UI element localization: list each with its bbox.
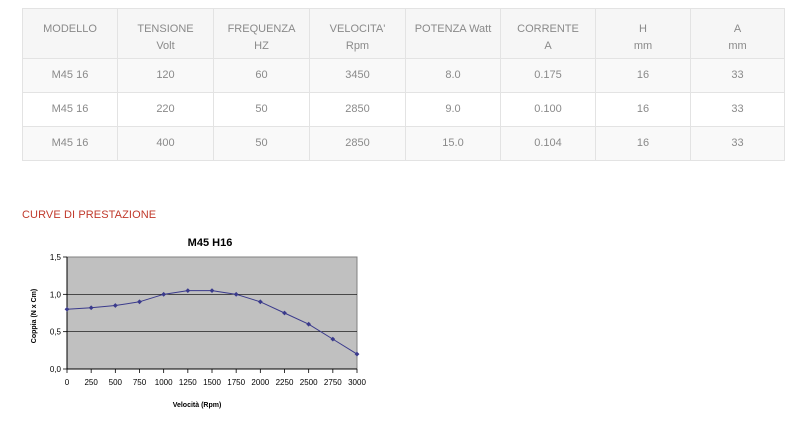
header-cell: MODELLO: [22, 8, 118, 59]
table-row: M45 16 120 60 3450 8.0 0.175 16 33: [22, 58, 785, 93]
x-tick-label: 3000: [348, 378, 366, 387]
header-cell: TENSIONE Volt: [117, 8, 214, 59]
y-tick-label: 1,0: [50, 290, 62, 299]
table-cell: 16: [595, 126, 691, 161]
data-point: [257, 299, 263, 305]
header-cell: VELOCITA' Rpm: [309, 8, 406, 59]
x-tick-label: 1000: [155, 378, 173, 387]
table-cell: 2850: [309, 92, 406, 127]
table-header-row: MODELLO TENSIONE Volt FREQUENZA HZ VELOCIT…: [22, 8, 785, 59]
plot-area: [66, 256, 358, 370]
x-tick-label: 2000: [251, 378, 269, 387]
table-cell: M45 16: [22, 126, 118, 161]
table-cell: 2850: [309, 126, 406, 161]
y-tick-label: 0,5: [50, 328, 62, 337]
table-cell: 120: [117, 58, 214, 93]
y-axis-label: Coppia (N x Cm): [31, 289, 38, 343]
x-tick-label: 1500: [203, 378, 221, 387]
spec-table: MODELLO TENSIONE Volt FREQUENZA HZ VELOCIT…: [22, 8, 785, 161]
data-point: [185, 288, 191, 293]
table-row: M45 16 220 50 2850 9.0 0.100 16 33: [22, 92, 785, 127]
table-cell: 220: [117, 92, 214, 127]
data-point: [330, 336, 336, 342]
table-cell: 16: [595, 58, 691, 93]
x-tick-label: 750: [133, 378, 147, 387]
data-point: [209, 288, 215, 293]
x-tick-label: 1250: [179, 378, 197, 387]
data-point: [282, 310, 287, 316]
data-point: [354, 351, 360, 357]
data-point: [306, 321, 312, 327]
chart-title: M45 H16: [188, 237, 233, 249]
x-tick-label: 0: [65, 378, 70, 387]
x-tick-label: 500: [109, 378, 123, 387]
x-tick-label: 250: [84, 378, 98, 387]
x-tick-label: 2750: [324, 378, 342, 387]
table-row: M45 16 400 50 2850 15.0 0.104 16 33: [22, 126, 785, 161]
x-axis-label: Velocità (Rpm): [173, 402, 222, 409]
x-tick-label: 2250: [276, 378, 294, 387]
data-point: [112, 303, 118, 308]
y-tick-label: 0,0: [50, 365, 62, 374]
data-point: [88, 305, 94, 311]
data-point: [137, 299, 142, 305]
section-title: CURVE DI PRESTAZIONE: [22, 209, 157, 221]
table-cell: M45 16: [22, 58, 118, 93]
table-cell: 0.104: [500, 126, 596, 161]
x-tick-label: 2500: [300, 378, 318, 387]
data-point: [64, 306, 70, 312]
header-cell: POTENZA Watt: [405, 8, 501, 59]
table-cell: 9.0: [405, 92, 501, 127]
table-cell: 3450: [309, 58, 406, 93]
table-cell: 0.175: [500, 58, 596, 93]
table-cell: 33: [690, 126, 785, 161]
data-point: [161, 291, 167, 297]
x-tick-label: 1750: [227, 378, 245, 387]
table-cell: 400: [117, 126, 214, 161]
y-tick-label: 1,5: [50, 253, 62, 262]
data-point: [233, 291, 239, 297]
table-cell: 8.0: [405, 58, 501, 93]
table-cell: 50: [213, 126, 310, 161]
